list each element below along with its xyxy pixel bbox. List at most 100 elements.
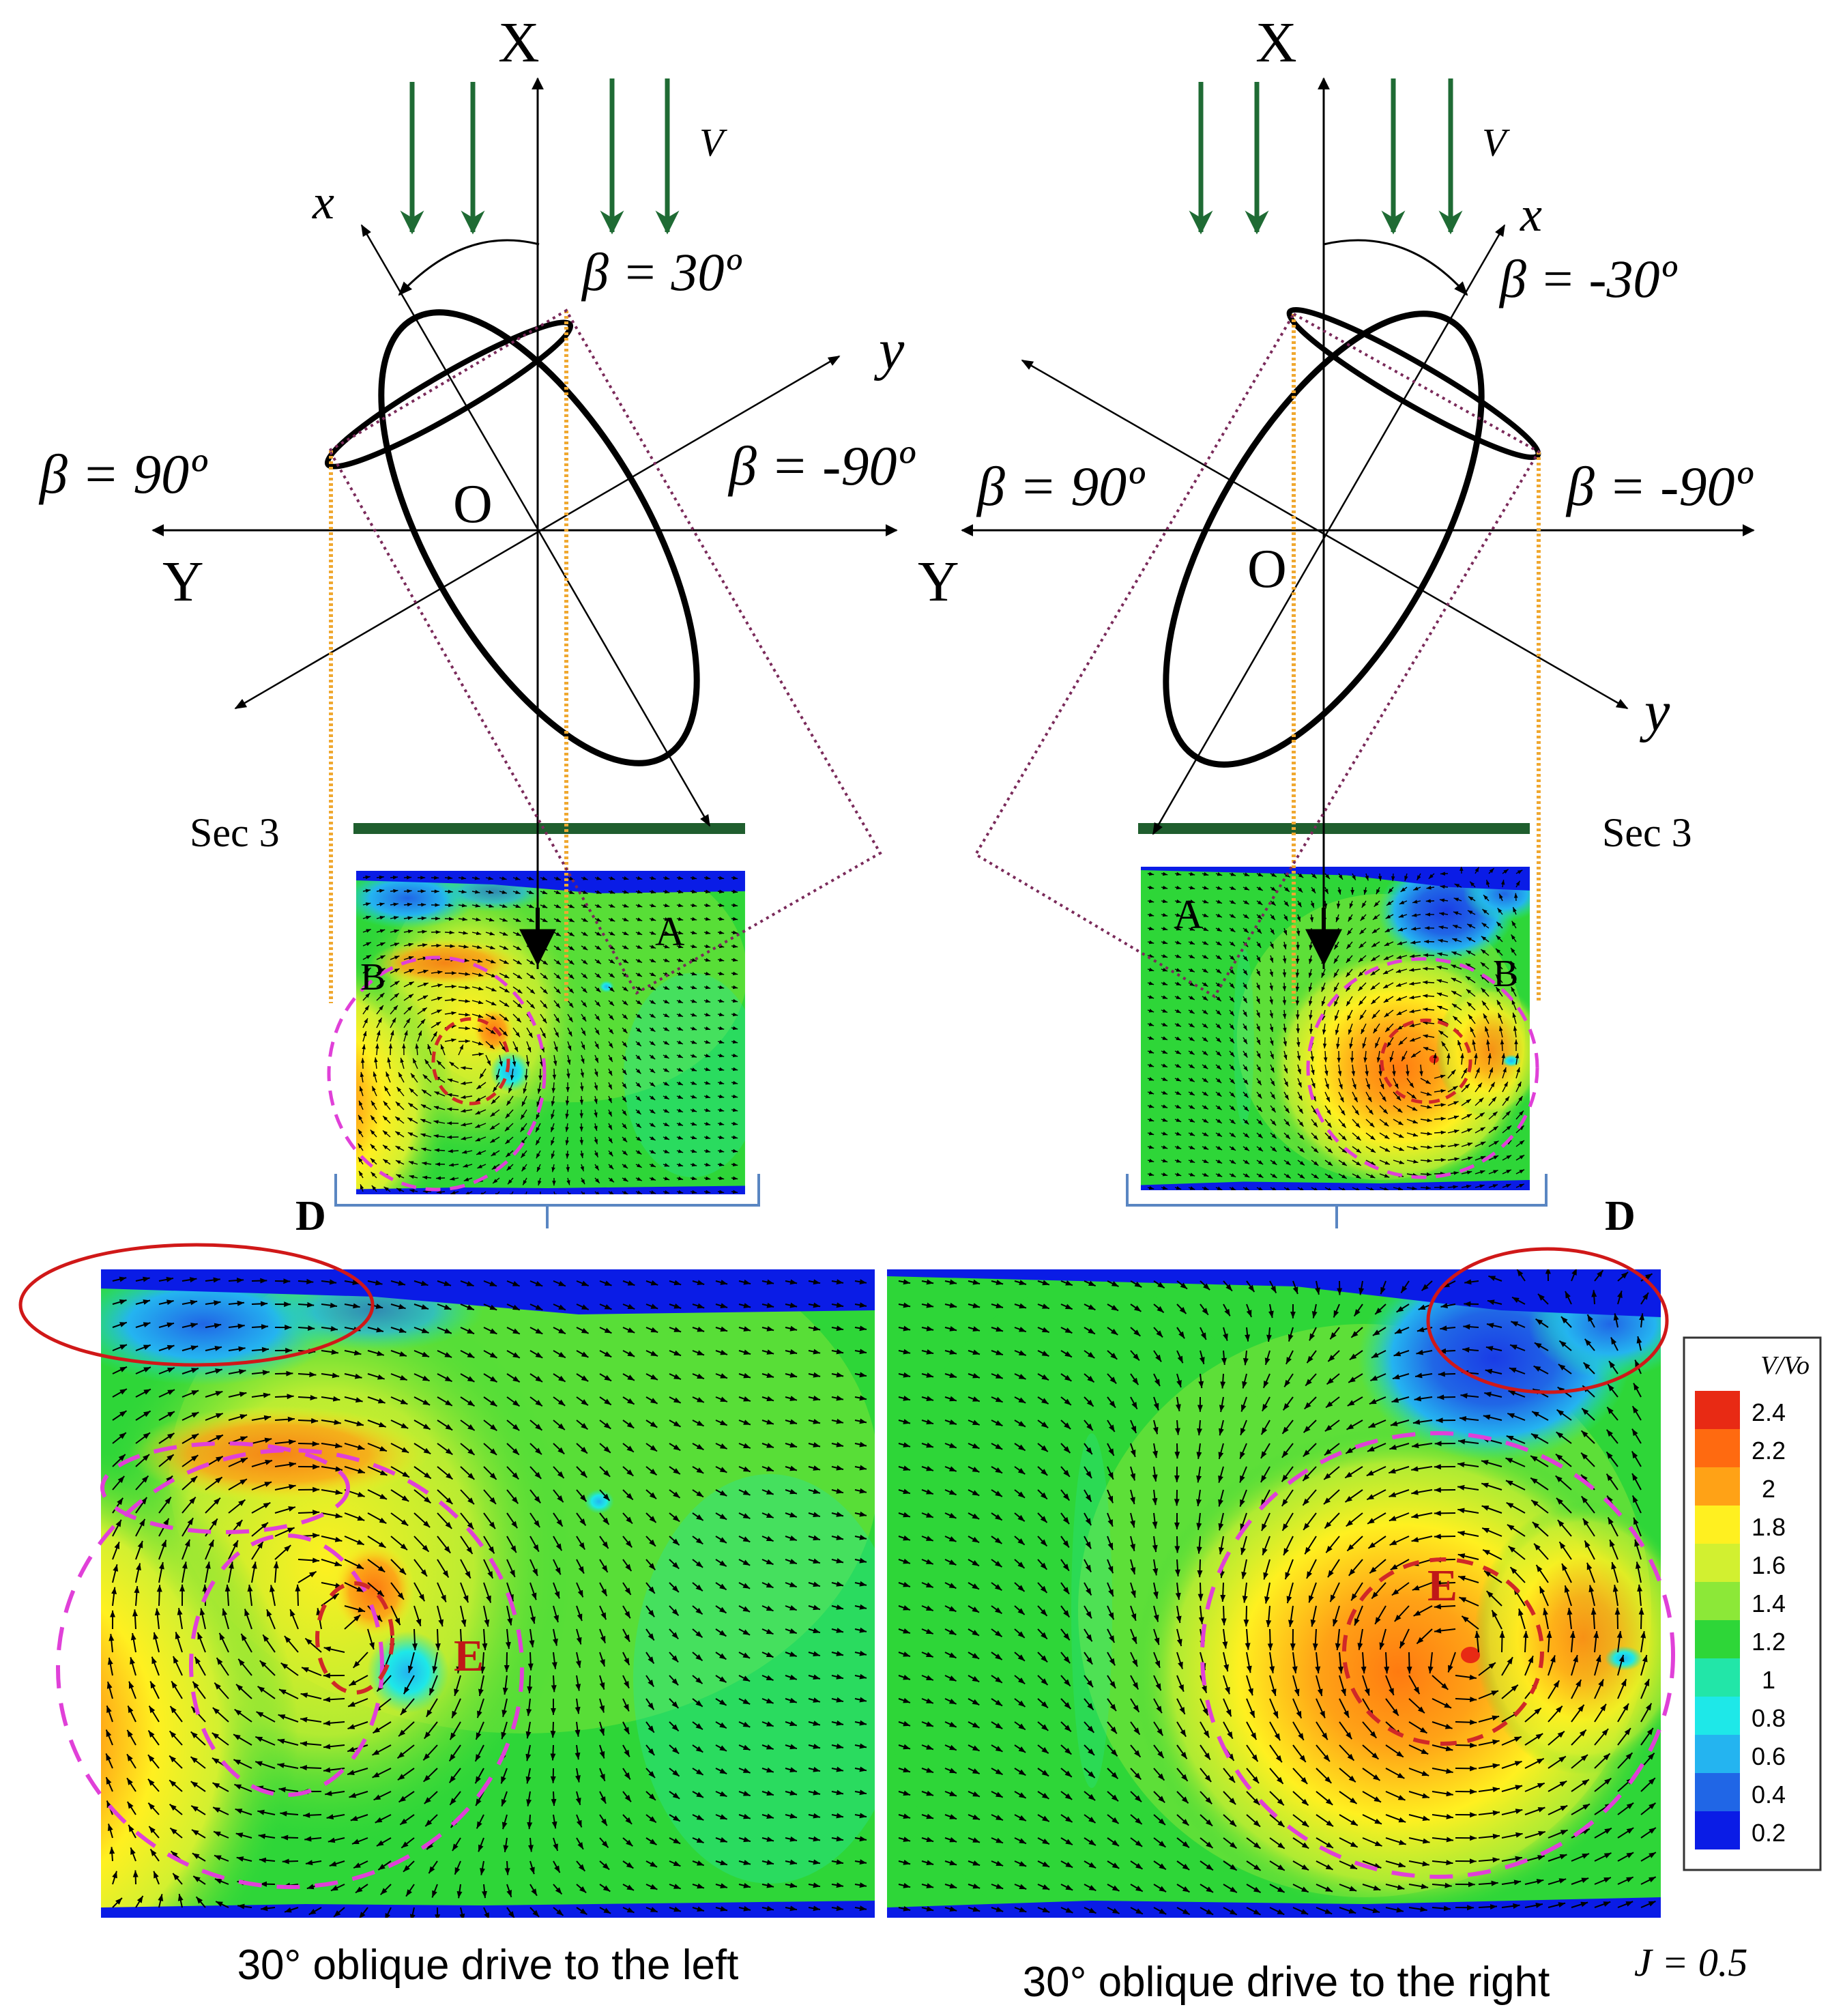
velocity-vector (1513, 893, 1518, 902)
velocity-vector (669, 1373, 682, 1381)
velocity-vector (205, 1345, 222, 1351)
velocity-vector (553, 1512, 564, 1527)
velocity-vector (715, 1466, 727, 1473)
velocity-vector (205, 1300, 221, 1306)
velocity-vector (504, 1860, 510, 1875)
velocity-vector (344, 1559, 364, 1570)
velocity-vector (738, 1489, 751, 1496)
velocity-vector (599, 1466, 611, 1478)
velocity-vector (460, 1512, 474, 1530)
velocity-vector (599, 1559, 609, 1573)
velocity-vector (483, 1327, 497, 1335)
velocity-vector (390, 1327, 407, 1334)
velocity-vector (529, 1420, 543, 1431)
label-B-left: B (360, 956, 386, 998)
velocity-vector (1614, 1607, 1621, 1630)
velocity-vector (112, 1497, 124, 1514)
label-beta-plus90-right: β = 90º (976, 455, 1145, 517)
velocity-vector (1455, 1766, 1477, 1772)
velocity-vector (761, 1489, 774, 1495)
velocity-vector (460, 1466, 475, 1480)
velocity-vector (321, 1302, 338, 1308)
velocity-vector (529, 1466, 542, 1480)
velocity-vector (529, 1559, 538, 1576)
velocity-vector (622, 1373, 635, 1381)
colorbar-tick-label: 0.4 (1752, 1781, 1786, 1809)
velocity-vector (437, 1304, 452, 1310)
velocity-vector (413, 1559, 428, 1577)
velocity-vector (715, 1420, 728, 1426)
velocity-vector (447, 1135, 459, 1140)
velocity-vector (808, 1349, 821, 1355)
velocity-vector (390, 1350, 407, 1357)
velocity-vector (460, 1304, 475, 1311)
velocity-vector (808, 1325, 821, 1331)
velocity-vector (437, 1420, 453, 1431)
velocity-vector (413, 1350, 430, 1358)
velocity-vector (413, 1536, 430, 1553)
velocity-vector (1638, 1607, 1644, 1630)
velocity-vector (274, 1439, 296, 1445)
colorbar-swatch (1695, 1467, 1740, 1506)
velocity-vector (413, 1489, 432, 1504)
velocity-vector (808, 1442, 821, 1448)
velocity-vector (669, 1350, 682, 1357)
propeller-disk-left (324, 319, 574, 470)
caption-left: 30° oblique drive to the left (237, 1942, 739, 1989)
velocity-vector (181, 1539, 191, 1560)
velocity-vector (205, 1539, 215, 1560)
velocity-vector (553, 1304, 566, 1311)
velocity-vector (715, 1489, 727, 1497)
velocity-vector (444, 984, 456, 989)
velocity-vectors-left (105, 1276, 867, 1918)
velocity-vector (413, 1466, 432, 1480)
velocity-vector (692, 1326, 705, 1332)
velocity-vector (321, 1325, 338, 1331)
velocity-vector (715, 1303, 728, 1308)
velocity-vector (785, 1535, 798, 1542)
velocity-vector (435, 1628, 441, 1651)
label-A-right: A (1174, 892, 1203, 937)
velocity-vector (112, 1321, 128, 1328)
velocity-vector (1282, 968, 1287, 977)
velocity-vector (669, 1303, 682, 1309)
velocity-vector (527, 1652, 534, 1671)
velocity-vector (251, 1501, 271, 1514)
label-V-right: V (1482, 120, 1511, 164)
velocity-vector (435, 1176, 446, 1181)
velocity-vector (321, 1559, 343, 1567)
velocity-vector (831, 1558, 844, 1564)
velocity-vector (692, 1466, 704, 1474)
velocity-vector (321, 1512, 343, 1518)
velocity-vector (761, 1442, 774, 1449)
velocity-vector (413, 1396, 431, 1406)
velocity-vector (738, 1396, 751, 1402)
label-sec3-right: Sec 3 (1602, 810, 1692, 855)
velocity-vector (135, 1454, 150, 1467)
velocity-vector (281, 1834, 299, 1841)
velocity-vector (135, 1344, 151, 1351)
velocity-vector (388, 1043, 393, 1056)
velocity-vector (344, 1536, 364, 1546)
velocity-vector (645, 1280, 658, 1286)
velocity-vector (506, 1443, 520, 1456)
velocity-vector (282, 1858, 299, 1864)
velocity-vector (483, 1304, 497, 1311)
velocity-vector (367, 1396, 386, 1404)
velocity-vector (297, 1557, 320, 1564)
colorbar: V/Vo 2.4 2.2 2 1.8 1.6 1.4 1.2 1 0.8 0.6 0.4 0.2 (1683, 1336, 1822, 1871)
velocity-vector (808, 1302, 821, 1308)
velocity-vector (321, 1443, 343, 1449)
velocity-vector (274, 1527, 295, 1537)
velocity-vector (576, 1559, 585, 1574)
velocity-vector (669, 1280, 682, 1286)
velocity-vector (135, 1432, 151, 1444)
velocity-vector (437, 1443, 453, 1456)
velocity-vector (437, 1489, 453, 1505)
velocity-vector (854, 1557, 867, 1564)
velocity-vector (565, 1095, 570, 1106)
velocity-vector (460, 1420, 476, 1431)
velocity-vector (579, 1136, 584, 1145)
label-Y-left: Y (162, 550, 204, 614)
velocity-vector (599, 1443, 611, 1454)
